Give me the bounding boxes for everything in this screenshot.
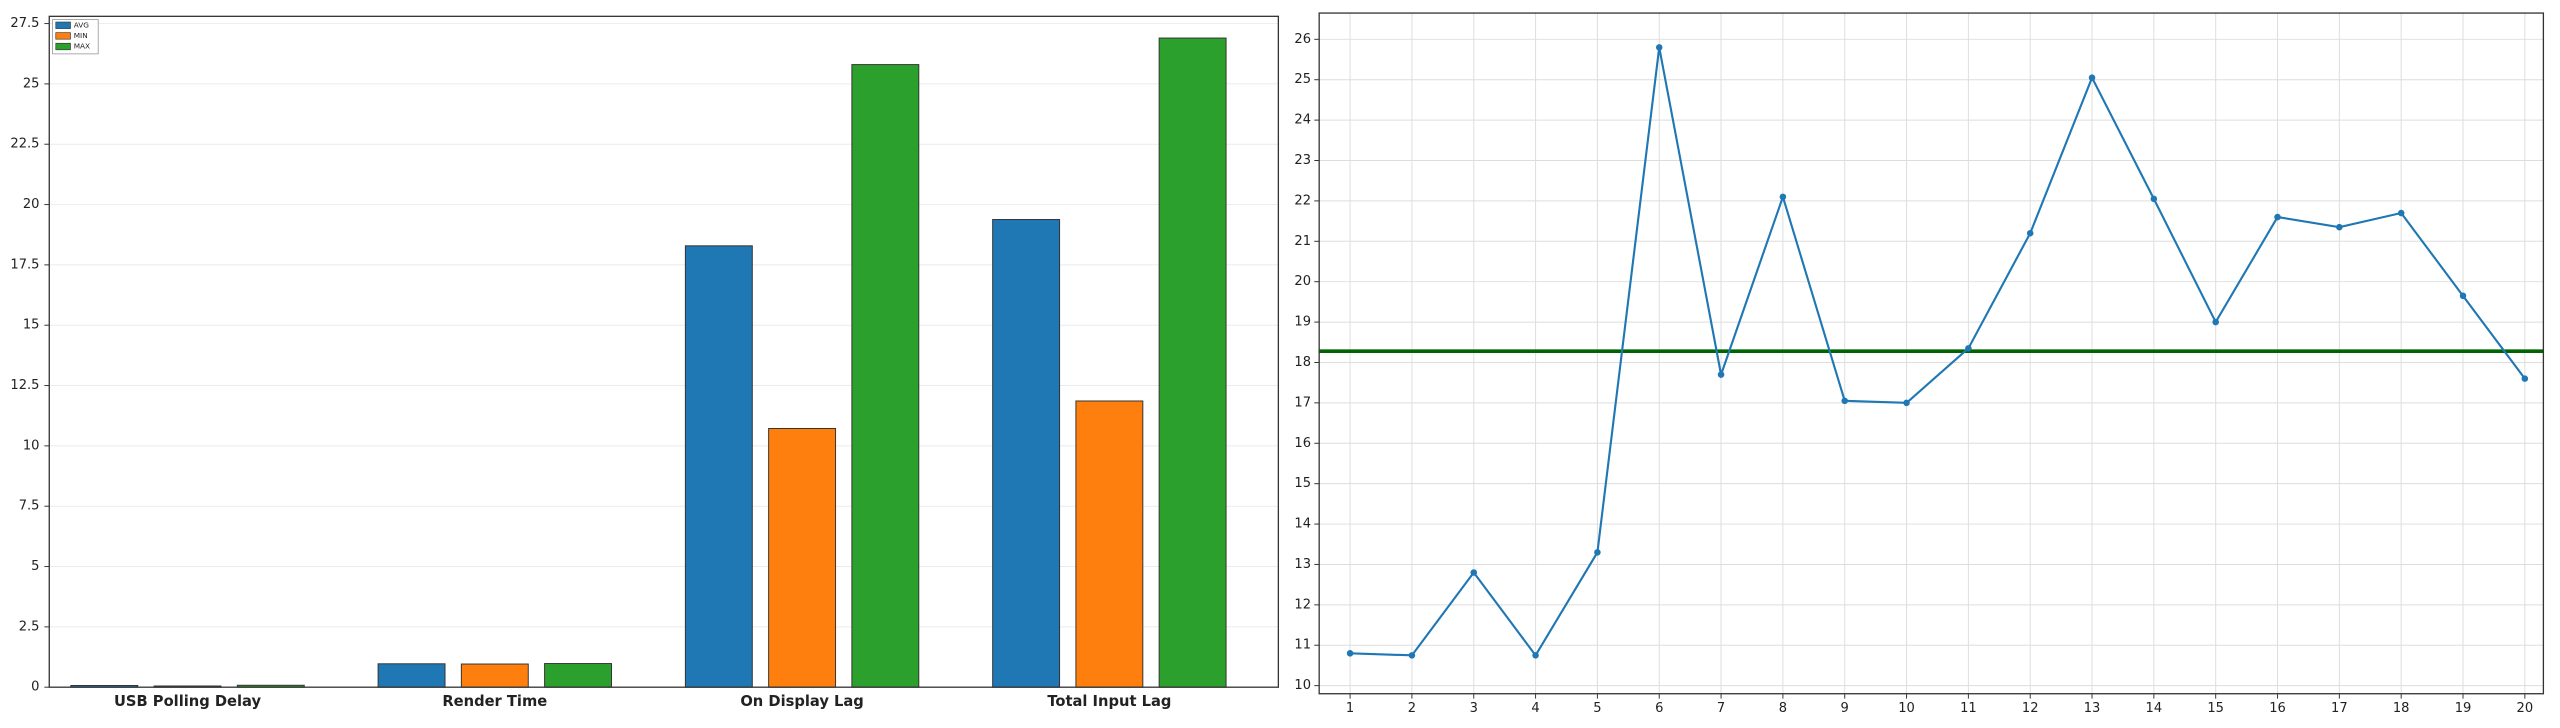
point bbox=[2088, 74, 2096, 81]
x-tick-label: 6 bbox=[1655, 701, 1663, 716]
y-tick-label: 13 bbox=[1294, 557, 1311, 572]
x-tick-label: 7 bbox=[1717, 701, 1725, 716]
bar bbox=[1075, 400, 1144, 688]
y-tick-label: 19 bbox=[1294, 315, 1311, 330]
x-tick-label: 8 bbox=[1779, 701, 1787, 716]
y-tick-label: 15 bbox=[1294, 476, 1311, 491]
point bbox=[2336, 223, 2343, 231]
bar bbox=[768, 428, 837, 688]
y-tick-label: 22 bbox=[1294, 193, 1311, 208]
x-tick-label: 4 bbox=[1531, 701, 1539, 716]
legend: AVG MIN MAX bbox=[52, 19, 99, 55]
x-tick-label: 16 bbox=[2269, 701, 2286, 716]
point bbox=[1965, 345, 1972, 352]
legend-label: MAX bbox=[74, 42, 90, 51]
line bbox=[1350, 47, 2526, 658]
y-tick-label: 16 bbox=[1294, 436, 1311, 451]
y-tick-label: 20 bbox=[23, 197, 40, 212]
x-tick-label: 2 bbox=[1408, 701, 1416, 716]
y-tick-label: 21 bbox=[1294, 234, 1311, 249]
y-tick-label: 17 bbox=[1294, 395, 1311, 410]
x-tick-label: 5 bbox=[1593, 701, 1601, 716]
legend-swatch bbox=[55, 21, 71, 29]
plot-frame bbox=[48, 15, 1280, 688]
point bbox=[1841, 397, 1848, 405]
y-tick-label: 22.5 bbox=[10, 137, 39, 152]
point bbox=[1532, 652, 1539, 659]
y-tick-label: 10 bbox=[1294, 678, 1311, 693]
point bbox=[1779, 193, 1787, 201]
y-tick-label: 10 bbox=[23, 438, 40, 453]
x-tick-label: 12 bbox=[2022, 701, 2039, 716]
x-tick-label: 18 bbox=[2393, 701, 2410, 716]
bar bbox=[544, 663, 613, 688]
y-tick-label: 12 bbox=[1294, 597, 1311, 612]
x-tick-label: Render Time bbox=[442, 693, 547, 710]
point bbox=[2274, 213, 2281, 221]
x-tick-label: USB Polling Delay bbox=[114, 693, 262, 710]
y-tick-label: 15 bbox=[23, 318, 40, 333]
point bbox=[1346, 650, 1354, 657]
x-tick-label: 3 bbox=[1470, 701, 1478, 716]
bar bbox=[377, 663, 446, 688]
x-tick-label: 10 bbox=[1898, 701, 1915, 716]
y-tick-label: 23 bbox=[1294, 153, 1311, 168]
y-tick-label: 5 bbox=[31, 559, 39, 574]
point bbox=[2150, 195, 2158, 203]
y-tick-label: 24 bbox=[1294, 113, 1311, 128]
plot-frame bbox=[1318, 12, 2545, 695]
point bbox=[1903, 399, 1910, 407]
x-tick-label: 13 bbox=[2084, 701, 2101, 716]
x-tick-label: 14 bbox=[2146, 701, 2163, 716]
y-tick-label: 18 bbox=[1294, 355, 1311, 370]
point bbox=[2459, 292, 2467, 300]
x-tick-label: 19 bbox=[2455, 701, 2472, 716]
y-tick-label: 12.5 bbox=[10, 378, 39, 393]
x-tick-label: 20 bbox=[2517, 701, 2534, 716]
bar bbox=[460, 663, 529, 688]
bar bbox=[1158, 37, 1227, 688]
y-tick-label: 17.5 bbox=[10, 257, 39, 272]
x-tick-label: 9 bbox=[1841, 701, 1849, 716]
point bbox=[2397, 209, 2405, 217]
point bbox=[1594, 549, 1601, 556]
bar bbox=[851, 64, 920, 688]
y-tick-label: 11 bbox=[1294, 638, 1311, 653]
point bbox=[2026, 229, 2034, 237]
y-tick-label: 25 bbox=[23, 76, 40, 91]
legend-label: MIN bbox=[74, 31, 88, 40]
y-tick-label: 25 bbox=[1294, 72, 1311, 87]
x-tick-label: 15 bbox=[2207, 701, 2224, 716]
legend-swatch bbox=[55, 42, 71, 51]
bar bbox=[992, 219, 1061, 688]
y-tick-label: 14 bbox=[1294, 517, 1311, 532]
y-tick-label: 27.5 bbox=[10, 16, 39, 31]
point bbox=[2212, 318, 2219, 326]
x-tick-label: On Display Lag bbox=[740, 693, 864, 710]
y-tick-label: 7.5 bbox=[19, 499, 40, 514]
x-tick-label: 11 bbox=[1960, 701, 1977, 716]
x-tick-label: Total Input Lag bbox=[1047, 693, 1171, 710]
y-tick-label: 26 bbox=[1294, 32, 1311, 47]
point bbox=[2521, 375, 2529, 382]
point bbox=[1470, 569, 1478, 576]
y-tick-label: 20 bbox=[1294, 274, 1311, 289]
legend-swatch bbox=[55, 32, 71, 40]
point bbox=[1717, 371, 1725, 378]
y-tick-label: 0 bbox=[31, 680, 39, 695]
point bbox=[1408, 652, 1416, 659]
x-tick-label: 17 bbox=[2331, 701, 2348, 716]
x-tick-label: 1 bbox=[1346, 701, 1354, 716]
point bbox=[1655, 44, 1663, 51]
legend-label: AVG bbox=[74, 20, 90, 29]
y-tick-label: 2.5 bbox=[19, 619, 40, 634]
bar bbox=[684, 245, 753, 688]
